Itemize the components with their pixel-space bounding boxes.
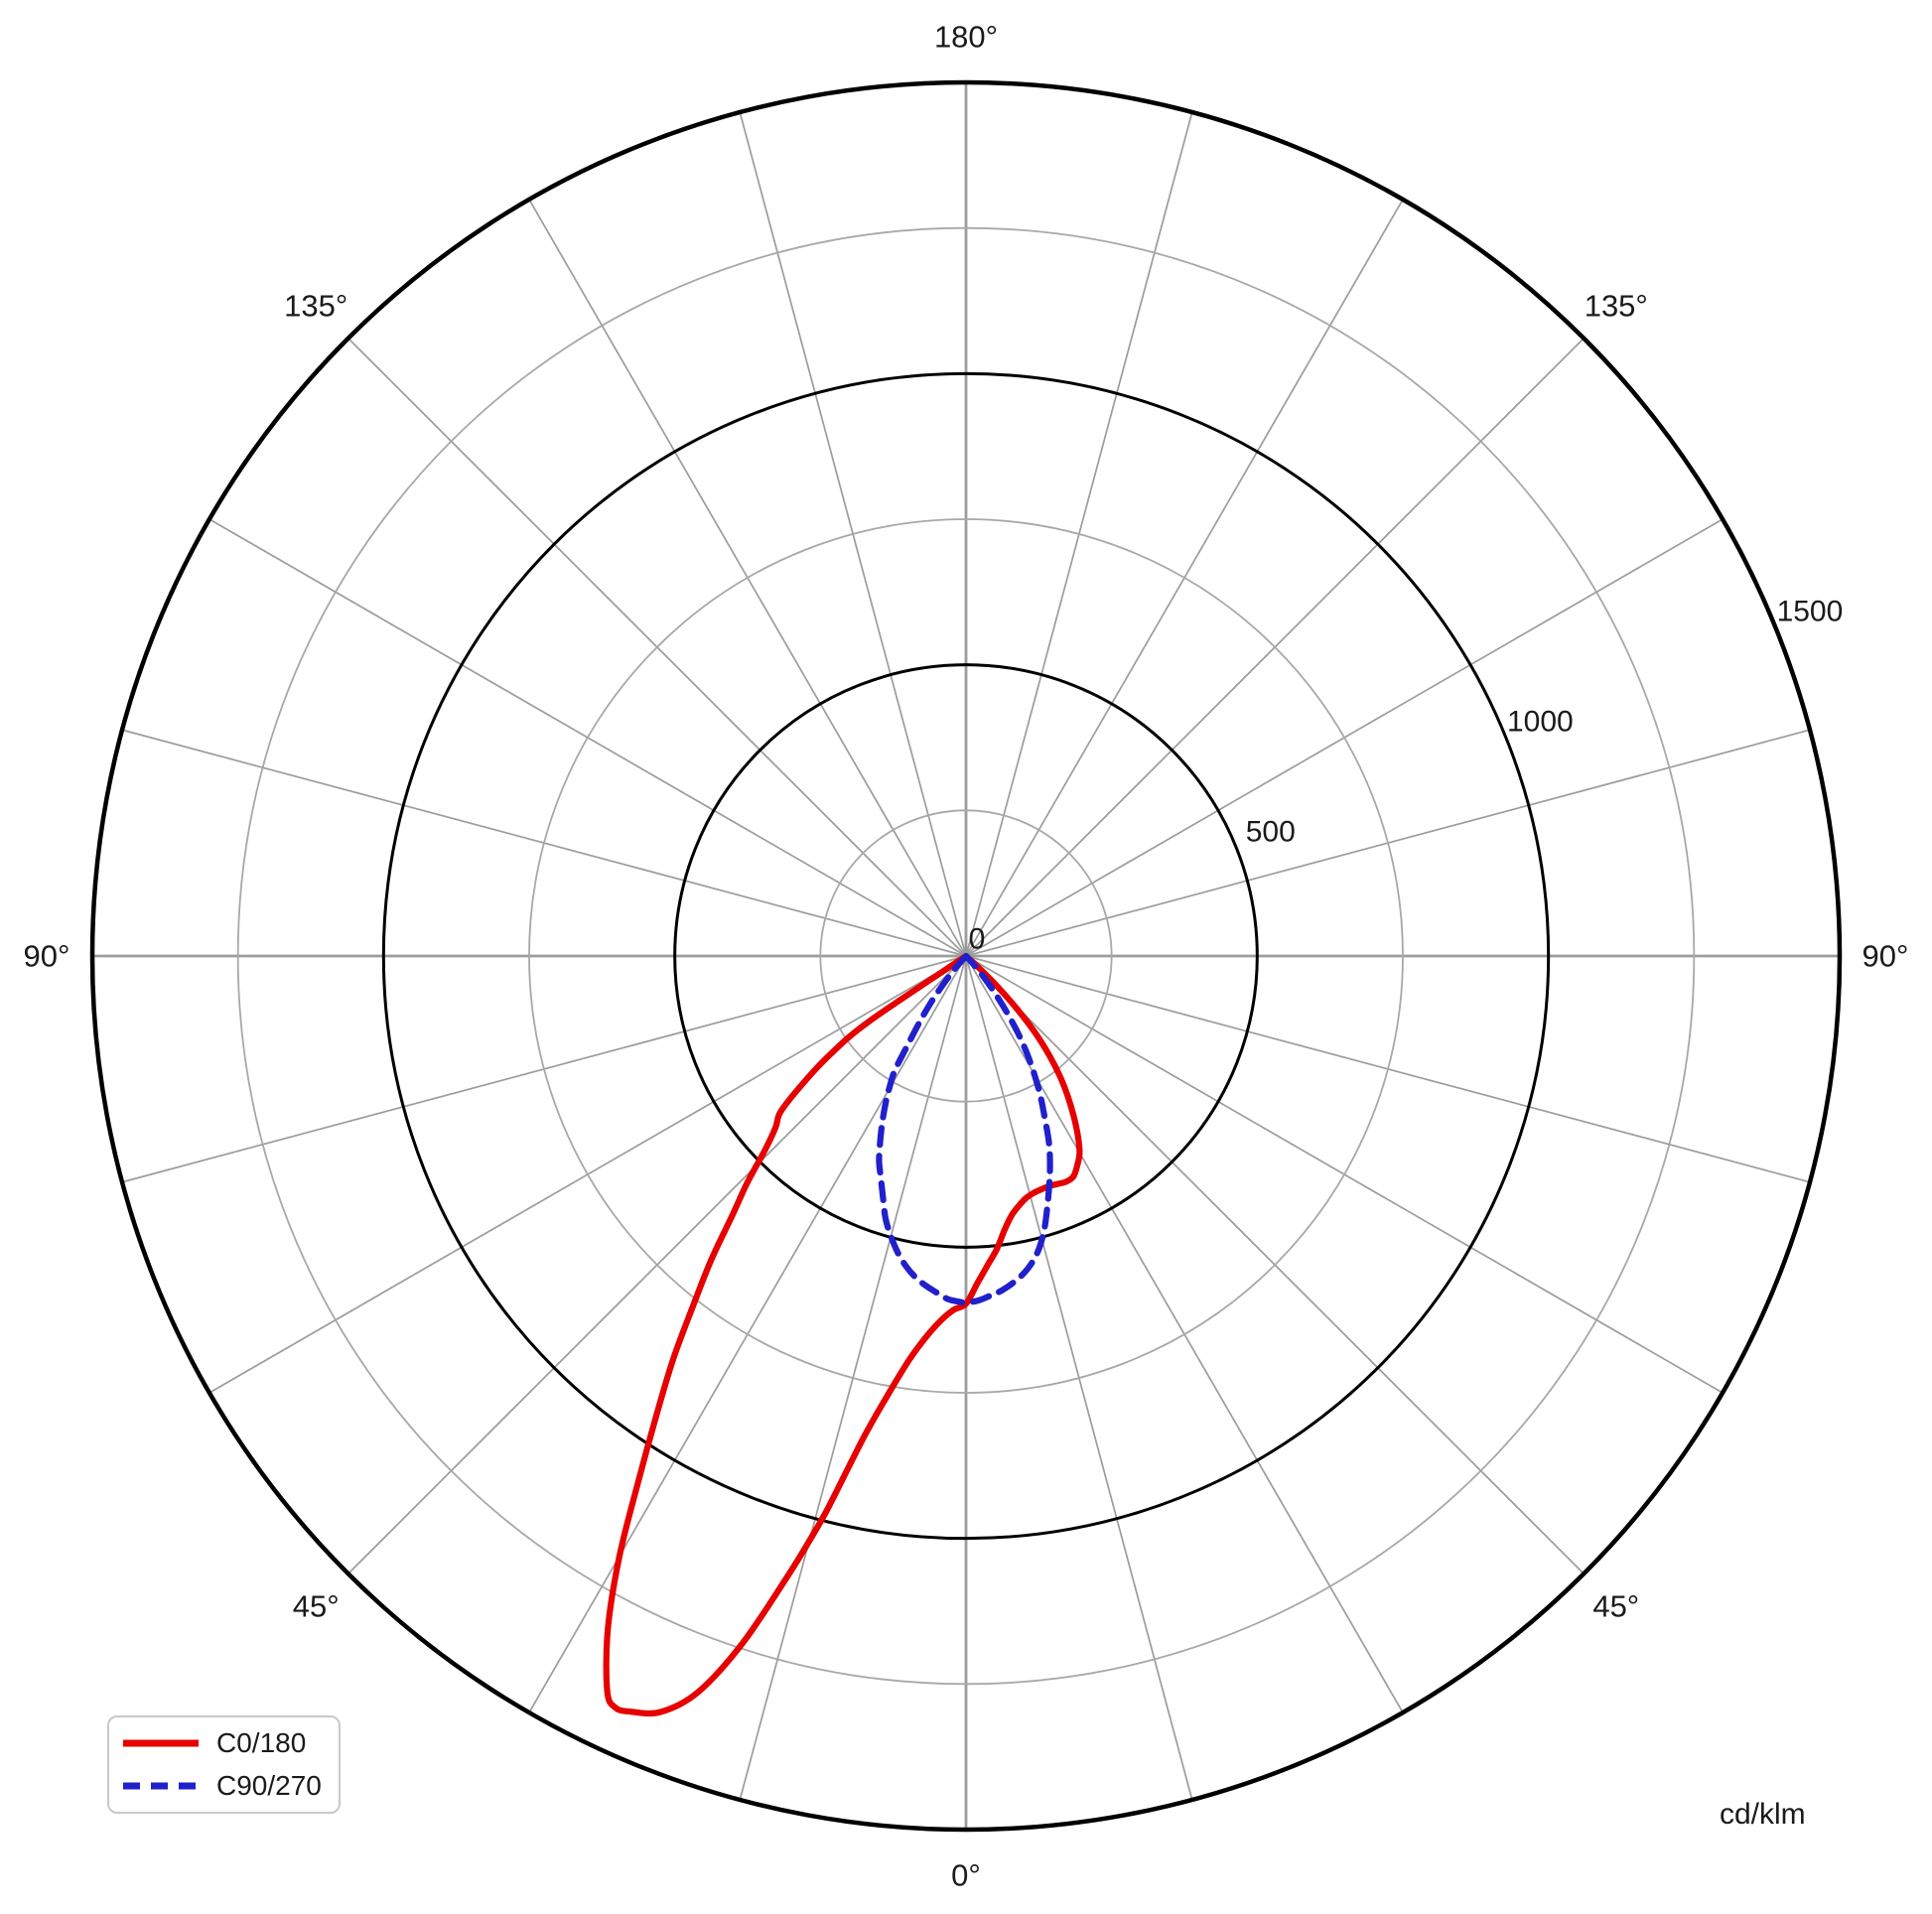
- axis-unit-label: cd/klm: [1720, 1798, 1806, 1831]
- grid-ring-minor: [819, 809, 1113, 1103]
- radius-tick-label: 0: [969, 923, 986, 956]
- legend-label-c90-270: C90/270: [216, 1770, 322, 1801]
- legend-item-c90-270: C90/270: [120, 1769, 339, 1803]
- angle-tick-label: 90°: [1863, 939, 1909, 974]
- angle-tick-label: 45°: [293, 1588, 340, 1623]
- angle-tick-label: 135°: [1585, 289, 1648, 324]
- grid-ring-minor: [528, 518, 1404, 1394]
- grid-ring-major: [673, 663, 1259, 1249]
- legend: C0/180 C90/270: [107, 1715, 341, 1814]
- angle-tick-label: 0°: [951, 1858, 981, 1893]
- angle-tick-label: 135°: [284, 289, 347, 324]
- legend-item-c0-180: C0/180: [120, 1726, 339, 1760]
- radius-tick-label: 500: [1246, 815, 1296, 848]
- grid-ring-minor: [236, 226, 1696, 1686]
- outer-ring: [89, 79, 1843, 1833]
- series-c0-180: [603, 952, 1083, 1717]
- legend-swatch-dashed-line: [123, 1782, 199, 1790]
- series-c90-270: [876, 952, 1053, 1306]
- radius-tick-label: 1500: [1777, 596, 1844, 628]
- angle-tick-label: 180°: [934, 20, 998, 55]
- angle-tick-label: 90°: [24, 939, 70, 974]
- legend-label-c0-180: C0/180: [216, 1727, 307, 1758]
- angle-tick-label: 45°: [1592, 1588, 1639, 1623]
- legend-swatch-solid-line: [123, 1739, 199, 1747]
- radius-tick-label: 1000: [1507, 705, 1574, 738]
- grid-ring-major: [381, 371, 1551, 1541]
